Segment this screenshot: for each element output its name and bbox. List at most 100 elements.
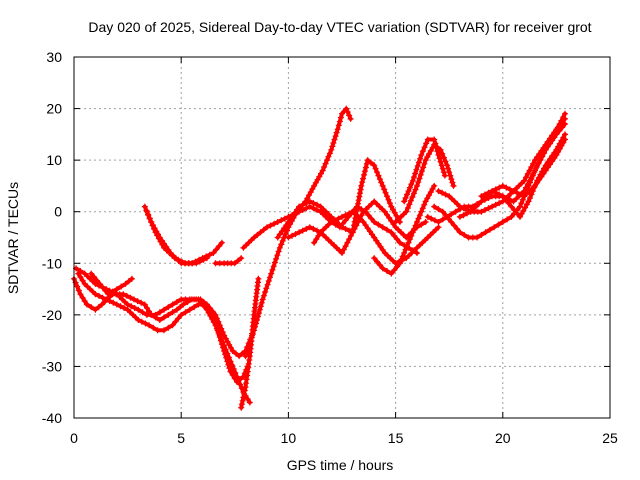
series-6 bbox=[143, 208, 210, 267]
data-point-marker bbox=[135, 317, 142, 323]
data-point-marker bbox=[481, 191, 488, 198]
x-tick-label: 20 bbox=[495, 430, 511, 446]
data-point-marker bbox=[314, 201, 320, 208]
data-point-marker bbox=[156, 309, 163, 316]
data-point-marker bbox=[347, 115, 354, 122]
data-point-marker bbox=[283, 222, 290, 229]
data-point-marker bbox=[292, 231, 299, 238]
data-point-marker bbox=[502, 196, 509, 203]
data-point-marker bbox=[412, 170, 419, 177]
data-point-marker bbox=[440, 169, 447, 176]
series-3 bbox=[73, 265, 253, 406]
data-point-marker bbox=[437, 158, 444, 165]
data-point-marker bbox=[384, 193, 390, 200]
data-point-marker bbox=[356, 193, 363, 200]
data-point-marker bbox=[296, 203, 303, 210]
data-point-marker bbox=[419, 205, 426, 212]
data-point-marker bbox=[157, 238, 164, 245]
data-point-marker bbox=[177, 304, 184, 311]
series-markers bbox=[88, 270, 135, 298]
data-point-marker bbox=[249, 331, 256, 337]
data-point-marker bbox=[222, 346, 229, 353]
data-point-marker bbox=[447, 172, 454, 179]
data-series bbox=[71, 105, 568, 411]
data-point-marker bbox=[339, 250, 345, 256]
data-point-marker bbox=[428, 215, 435, 222]
data-point-marker bbox=[209, 308, 216, 315]
data-point-marker bbox=[518, 200, 525, 207]
data-point-marker bbox=[388, 218, 395, 224]
data-point-marker bbox=[544, 159, 551, 166]
data-point-marker bbox=[421, 201, 428, 208]
data-point-marker bbox=[439, 165, 446, 172]
data-point-marker bbox=[448, 219, 455, 225]
data-point-marker bbox=[232, 369, 239, 376]
data-point-marker bbox=[553, 126, 560, 133]
data-point-marker bbox=[499, 219, 506, 225]
data-point-marker bbox=[414, 219, 420, 225]
data-point-marker bbox=[96, 280, 103, 287]
data-point-marker bbox=[412, 222, 419, 229]
data-point-marker bbox=[489, 188, 496, 195]
data-point-marker bbox=[527, 179, 533, 186]
data-point-marker bbox=[523, 201, 530, 208]
data-point-marker bbox=[169, 301, 176, 308]
data-point-marker bbox=[421, 144, 428, 151]
data-point-marker bbox=[207, 312, 214, 319]
data-point-marker bbox=[401, 198, 408, 205]
data-point-marker bbox=[412, 186, 419, 193]
series-16 bbox=[401, 136, 448, 205]
data-point-marker bbox=[440, 154, 447, 161]
data-point-marker bbox=[128, 275, 135, 282]
data-point-marker bbox=[535, 174, 542, 181]
data-point-marker bbox=[391, 209, 398, 216]
data-point-marker bbox=[155, 235, 162, 242]
data-point-marker bbox=[448, 211, 455, 218]
data-point-marker bbox=[420, 164, 427, 171]
data-point-marker bbox=[289, 232, 295, 239]
data-point-marker bbox=[309, 186, 316, 192]
data-point-marker bbox=[340, 246, 347, 253]
y-tick-label: 30 bbox=[46, 49, 62, 65]
data-point-marker bbox=[435, 224, 442, 231]
data-point-marker bbox=[318, 170, 324, 177]
data-point-marker bbox=[315, 232, 322, 239]
data-point-marker bbox=[285, 219, 292, 225]
data-point-marker bbox=[394, 263, 400, 270]
data-point-marker bbox=[416, 175, 423, 182]
data-point-marker bbox=[152, 229, 159, 236]
data-point-marker bbox=[218, 239, 225, 246]
data-point-marker bbox=[314, 227, 320, 234]
data-point-marker bbox=[404, 205, 411, 211]
data-point-marker bbox=[165, 311, 172, 318]
series-markers bbox=[285, 157, 403, 256]
data-point-marker bbox=[113, 301, 120, 308]
data-point-marker bbox=[213, 246, 220, 253]
data-point-marker bbox=[148, 219, 155, 225]
data-point-marker bbox=[442, 212, 449, 219]
data-point-marker bbox=[254, 313, 261, 320]
data-point-marker bbox=[435, 188, 442, 195]
series-trace bbox=[393, 142, 456, 224]
y-tick-label: -40 bbox=[42, 410, 62, 426]
data-point-marker bbox=[371, 234, 378, 241]
data-point-marker bbox=[363, 160, 370, 167]
data-point-marker bbox=[121, 305, 127, 311]
data-point-marker bbox=[337, 114, 344, 121]
data-point-marker bbox=[441, 172, 448, 179]
data-point-marker bbox=[321, 164, 328, 170]
data-point-marker bbox=[342, 243, 349, 250]
data-point-marker bbox=[173, 306, 180, 313]
data-point-marker bbox=[375, 221, 382, 228]
data-point-marker bbox=[435, 219, 442, 225]
data-point-marker bbox=[379, 224, 386, 231]
data-point-marker bbox=[375, 240, 382, 247]
data-point-marker bbox=[88, 270, 95, 277]
series-21 bbox=[478, 131, 568, 220]
data-point-marker bbox=[449, 179, 456, 186]
data-point-marker bbox=[408, 181, 415, 188]
data-point-marker bbox=[213, 325, 220, 332]
data-point-marker bbox=[306, 224, 313, 231]
series-markers bbox=[311, 208, 442, 267]
data-point-marker bbox=[528, 191, 535, 198]
